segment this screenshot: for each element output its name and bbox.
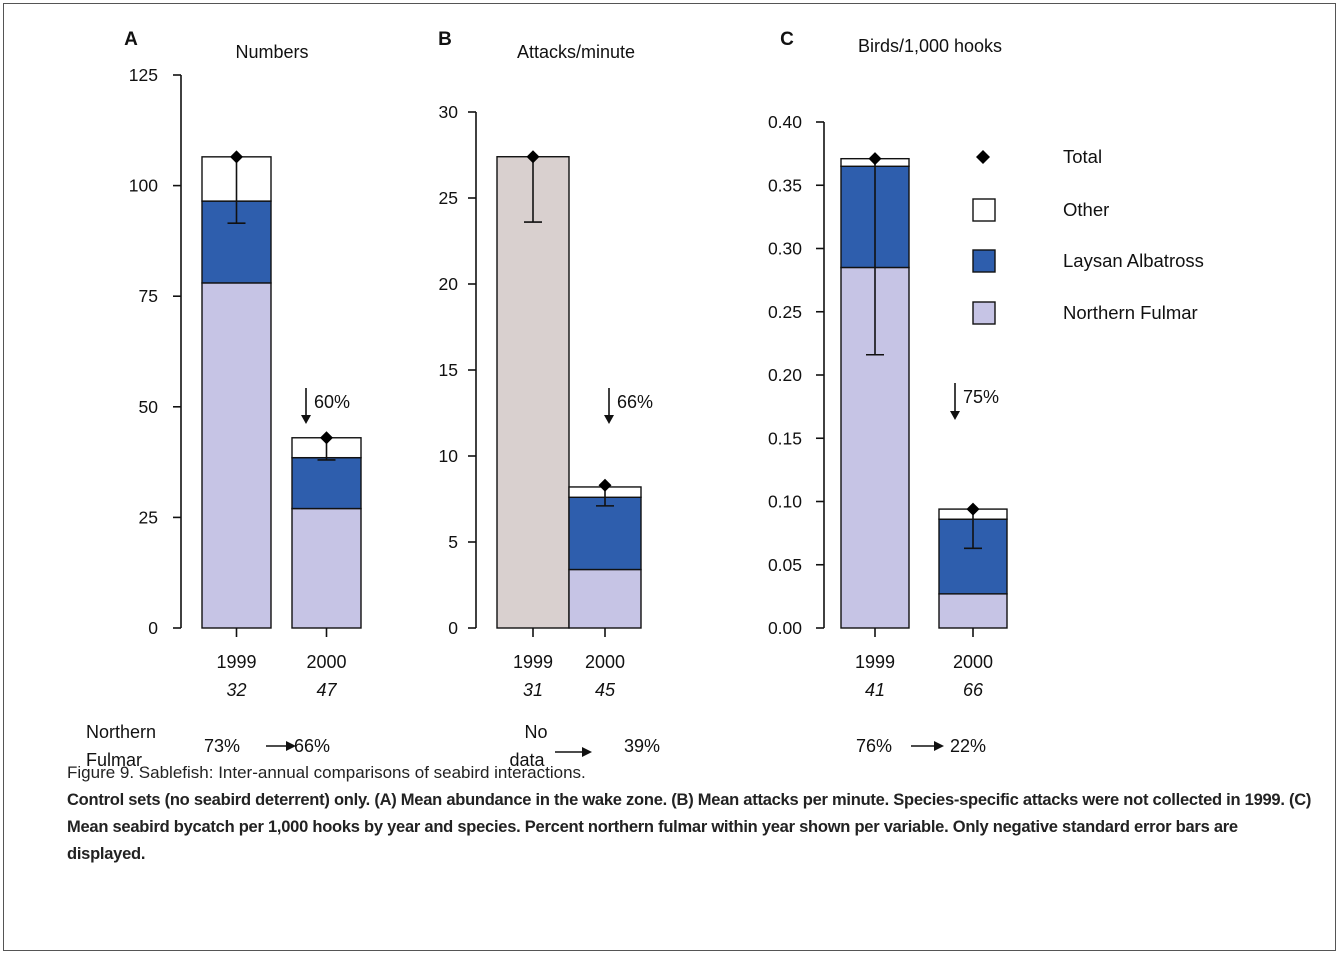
panel-b-category-label-1999: 1999 [513, 652, 553, 672]
panel-c-total-marker-2000 [966, 502, 980, 516]
caption-body: Control sets (no seabird deterrent) only… [67, 791, 1312, 863]
panel-c-y-tick-label: 0.35 [768, 175, 802, 195]
panel-a-sample-size-2000: 47 [316, 680, 337, 700]
pct-row-a-label-line2: Fulmar [86, 750, 142, 770]
panel-a-title: Numbers [235, 42, 308, 62]
legend-label-total: Total [1063, 146, 1102, 167]
panel-b-category-label-2000: 2000 [585, 652, 625, 672]
panel-b-decline-arrowhead [604, 415, 614, 424]
pct-row-b-label-line1: No [524, 722, 547, 742]
panel-c-category-label-2000: 2000 [953, 652, 993, 672]
panel-b-sample-size-2000: 45 [595, 680, 616, 700]
panel-c-y-tick-label: 0.10 [768, 492, 802, 512]
panel-b-bar-2000-laysan-albatross [568, 496, 642, 571]
panel-a-y-tick-label: 100 [129, 176, 158, 196]
panel-c-decline-label: 75% [963, 387, 999, 407]
panel-b-y-tick-label: 25 [439, 188, 458, 208]
legend-swatch-other [972, 198, 996, 222]
panel-a-y-tick-label: 25 [139, 507, 158, 527]
panel-a-y-tick-label: 75 [139, 286, 158, 306]
panel-a-y-tick-label: 125 [129, 65, 158, 85]
legend-swatch-laysan-albatross [972, 249, 996, 273]
panel-c-y-tick-label: 0.20 [768, 365, 802, 385]
panel-a-bar-1999-laysan-albatross [201, 200, 272, 284]
panel-b-y-tick-label: 15 [439, 360, 458, 380]
panel-a-letter: A [124, 29, 138, 50]
panel-c-sample-size-2000: 66 [963, 680, 984, 700]
panel-c-y-tick-label: 0.25 [768, 302, 802, 322]
panel-b-y-tick-label: 5 [448, 532, 458, 552]
caption-title: Figure 9. Sablefish: Inter-annual compar… [67, 763, 586, 782]
pct-row-c-arrowhead [934, 741, 944, 751]
panel-a-sample-size-1999: 32 [226, 680, 246, 700]
panel-b-y-tick-label: 20 [439, 274, 459, 294]
panel-c-bar-2000-northern-fulmar [938, 593, 1008, 629]
panel-b-bar-2000-northern-fulmar [568, 568, 642, 629]
figure-frame [3, 3, 1336, 951]
pct-row-a-from: 73% [204, 736, 240, 756]
panel-b-total-marker-2000 [598, 478, 612, 492]
panel-a-bar-2000-laysan-albatross [291, 456, 362, 510]
legend-label-laysan-albatross: Laysan Albatross [1063, 250, 1204, 271]
panel-b-y-tick-label: 0 [448, 618, 458, 638]
pct-row-a-to: 66% [294, 736, 330, 756]
panel-c-category-label-1999: 1999 [855, 652, 895, 672]
panel-c-y-tick-label: 0.05 [768, 555, 802, 575]
pct-row-b-label-line2: data [509, 750, 545, 770]
panel-a-decline-arrowhead [301, 415, 311, 424]
panel-a-bar-2000-northern-fulmar [291, 507, 362, 629]
panel-a-bar-1999-northern-fulmar [201, 282, 272, 629]
panel-c-decline-arrowhead [950, 411, 960, 420]
pct-row-c-from: 76% [856, 736, 892, 756]
panel-c-total-marker-1999 [868, 152, 882, 166]
panel-c-y-tick-label: 0.00 [768, 618, 802, 638]
panel-c-sample-size-1999: 41 [865, 680, 885, 700]
panel-a-y-tick-label: 0 [148, 618, 158, 638]
panel-c-title: Birds/1,000 hooks [858, 36, 1002, 56]
panel-b-y-tick-label: 10 [439, 446, 459, 466]
pct-row-b-arrowhead [582, 747, 592, 757]
panel-b-y-tick-label: 30 [439, 102, 459, 122]
panel-a-y-tick-label: 50 [139, 397, 159, 417]
panel-b-decline-label: 66% [617, 392, 653, 412]
legend-label-northern-fulmar: Northern Fulmar [1063, 302, 1198, 323]
panel-c-y-tick-label: 0.15 [768, 428, 802, 448]
pct-row-c-to: 22% [950, 736, 986, 756]
legend-swatch-northern-fulmar [972, 301, 996, 325]
legend-symbol-total [976, 150, 990, 164]
panel-c-y-tick-label: 0.40 [768, 112, 802, 132]
pct-row-b-to: 39% [624, 736, 660, 756]
panel-a-total-marker-1999 [230, 150, 243, 164]
panel-b-bar-1999-all-species [496, 156, 570, 629]
pct-row-a-label-line1: Northern [86, 722, 156, 742]
panel-b-total-marker-1999 [526, 150, 540, 164]
panel-a-category-label-2000: 2000 [306, 652, 346, 672]
pct-row-a-arrowhead [286, 741, 296, 751]
legend-label-other: Other [1063, 199, 1109, 220]
panel-b-sample-size-1999: 31 [523, 680, 543, 700]
panel-a-decline-label: 60% [314, 392, 350, 412]
panel-c-letter: C [780, 29, 794, 50]
panel-b-letter: B [438, 29, 452, 50]
panel-a-category-label-1999: 1999 [216, 652, 256, 672]
panel-a-total-marker-2000 [320, 431, 333, 445]
panel-c-y-tick-label: 0.30 [768, 239, 802, 259]
panel-b-title: Attacks/minute [517, 42, 635, 62]
